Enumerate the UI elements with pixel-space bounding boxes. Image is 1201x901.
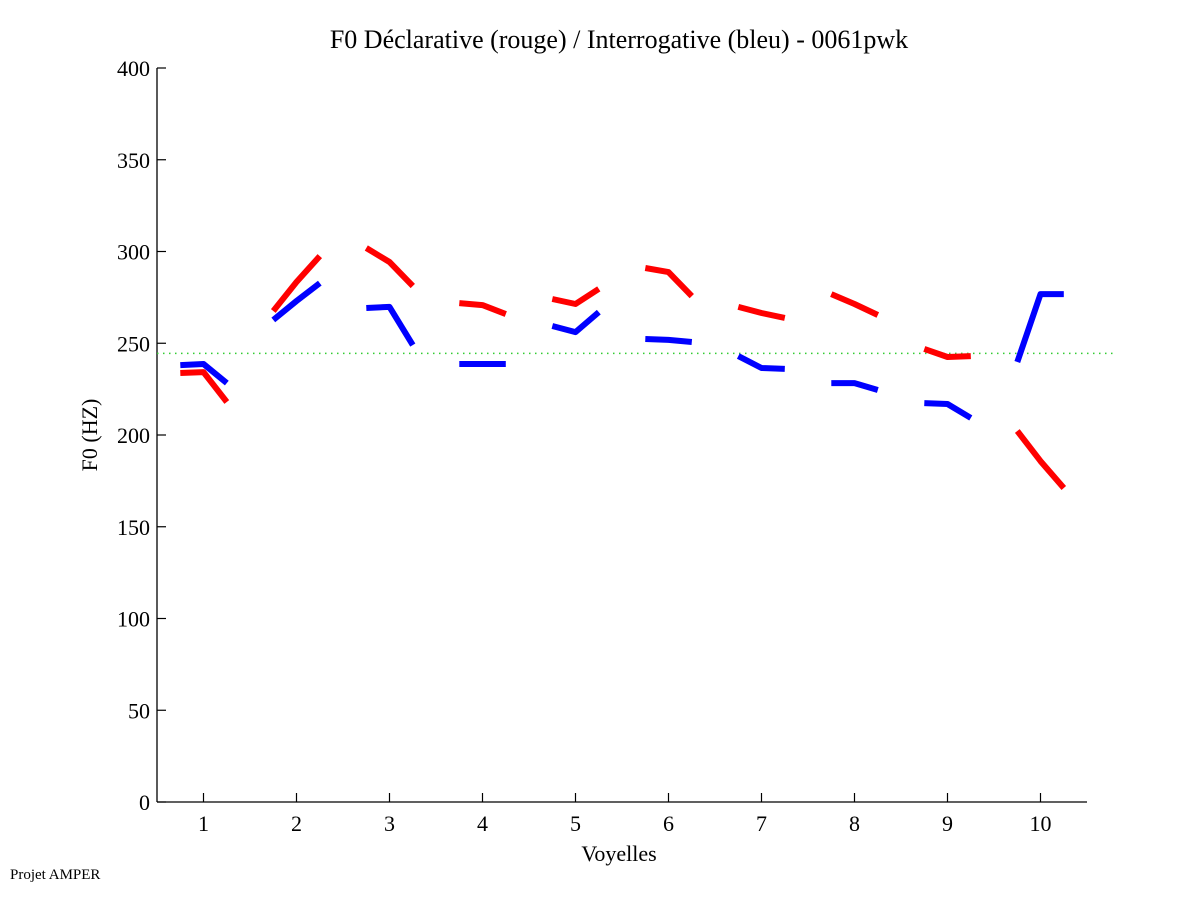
- x-tick-label: 4: [477, 811, 488, 836]
- y-tick-label: 100: [117, 607, 150, 632]
- chart-title: F0 Déclarative (rouge) / Interrogative (…: [330, 25, 908, 54]
- declarative-series: [180, 245, 1067, 490]
- x-tick-label: 1: [198, 811, 209, 836]
- x-tick-label: 10: [1030, 811, 1052, 836]
- series-segment: [1014, 291, 1064, 363]
- series-segment: [645, 336, 693, 345]
- series-segment: [831, 380, 879, 393]
- y-tick-label: 0: [139, 790, 150, 815]
- series-segment: [459, 300, 507, 317]
- series-segment: [830, 291, 880, 318]
- x-axis-label: Voyelles: [581, 841, 656, 866]
- y-tick-label: 350: [117, 148, 150, 173]
- series-segment: [364, 245, 415, 289]
- series-segment: [271, 280, 322, 323]
- interrogative-series: [180, 280, 1064, 421]
- x-tick-label: 8: [849, 811, 860, 836]
- series-segment: [366, 303, 416, 347]
- y-tick-label: 200: [117, 423, 150, 448]
- axes: 0 50 100 150 200 250 300 350 400 1 2 3 4 5 6 7 8 9 10: [117, 56, 1087, 836]
- series-group: [180, 245, 1067, 490]
- x-tick-label: 7: [756, 811, 767, 836]
- series-segment: [551, 309, 601, 336]
- x-tick-label: 3: [384, 811, 395, 836]
- y-tick-label: 300: [117, 240, 150, 265]
- series-segment: [924, 400, 973, 421]
- series-segment: [923, 346, 971, 360]
- x-tick-label: 6: [663, 811, 674, 836]
- y-axis-label: F0 (HZ): [77, 399, 102, 472]
- x-tick-label: 9: [942, 811, 953, 836]
- series-segment: [551, 286, 601, 307]
- footer-credit: Projet AMPER: [10, 867, 100, 883]
- y-tick-label: 150: [117, 515, 150, 540]
- x-tick-label: 2: [291, 811, 302, 836]
- series-segment: [736, 353, 785, 372]
- y-tick-label: 50: [128, 698, 150, 723]
- series-segment: [180, 361, 229, 386]
- y-tick-label: 250: [117, 331, 150, 356]
- x-tick-label: 5: [570, 811, 581, 836]
- series-segment: [644, 265, 694, 299]
- series-segment: [737, 303, 786, 321]
- series-segment: [1014, 429, 1067, 490]
- series-segment: [180, 369, 230, 404]
- y-tick-label: 400: [117, 56, 150, 81]
- series-segment: [270, 254, 323, 313]
